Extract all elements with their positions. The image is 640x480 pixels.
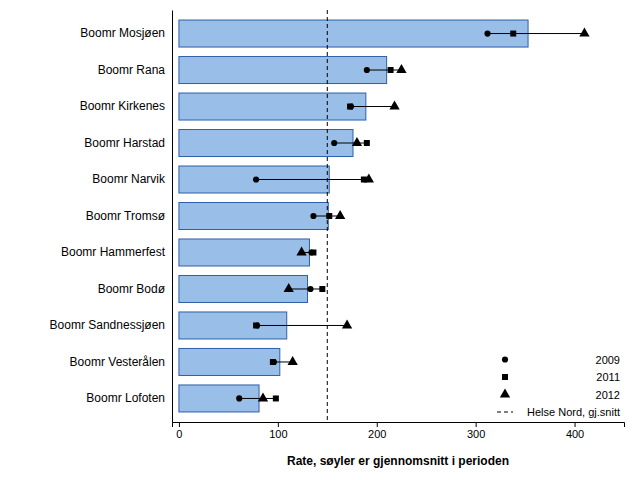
category-label: Boomr Vesterålen [70,355,165,369]
marker [347,104,353,110]
range-line [350,106,395,107]
category-label: Boomr Harstad [84,136,165,150]
y-tick: Boomr Sandnessjøen [50,318,172,332]
x-tick-mark [575,422,576,427]
x-tick: 400 [566,422,584,440]
category-label: Boomr Narvik [92,172,166,186]
bar [179,93,366,120]
range-line [239,398,276,399]
marker [510,31,516,37]
y-tick: Boomr Tromsø [86,209,172,223]
x-tick: 300 [467,422,485,440]
legend-label: 2012 [596,389,620,401]
marker [307,286,313,292]
legend-label: Helse Nord, gj.snitt [527,406,620,418]
x-tick: 100 [269,422,287,440]
marker [389,101,399,110]
legend-marker [502,356,508,362]
bar [179,275,308,302]
legend-marker [502,374,508,380]
x-axis: 0 100 200 300 400 [173,422,625,440]
marker [284,283,294,292]
marker [484,30,490,36]
y-axis: Boomr Mosjøen Boomr Rana Boomr Kirkenes Boo… [50,11,173,423]
x-tick: 200 [368,422,386,440]
x-axis-title: Rate, søyler er gjennomsnitt i perioden [287,454,509,468]
category-label: Boomr Sandnessjøen [50,318,165,332]
bar [179,57,387,84]
x-tick-label: 0 [176,428,182,440]
marker [579,28,589,37]
marker [326,213,332,219]
legend-label: 2011 [596,371,620,383]
category-label: Boomr Hammerfest [61,245,166,259]
marker [396,64,406,73]
x-tick-label: 100 [269,428,287,440]
range-line [289,288,323,289]
marker [271,359,277,365]
range-line [256,325,347,326]
x-tick-label: 300 [467,428,485,440]
x-axis-line [173,423,625,428]
category-label: Boomr Lofoten [86,391,165,405]
bar [179,348,280,375]
y-tick: Boomr Kirkenes [80,99,172,113]
marker [352,137,362,146]
x-tick-label: 400 [566,428,584,440]
marker [342,320,352,329]
y-tick: Boomr Lofoten [86,391,172,405]
marker [310,213,316,219]
x-tick-mark [278,422,279,427]
marker [236,395,242,401]
marker [288,356,298,365]
marker [296,247,306,256]
y-tick: Boomr Rana [98,63,172,77]
marker [270,359,276,365]
x-tick-mark [377,422,378,427]
category-label: Boomr Tromsø [86,209,166,223]
y-tick: Boomr Harstad [84,136,172,150]
marker [364,174,374,183]
range-line [256,179,369,180]
y-tick: Boomr Vesterålen [70,355,172,369]
category-label: Boomr Kirkenes [80,99,165,113]
marker [310,249,316,255]
y-axis-line [172,11,173,423]
bar [179,20,528,47]
range-line [488,33,585,34]
marker [388,67,394,73]
marker [331,140,337,146]
marker [335,210,345,219]
x-tick-mark [179,422,180,427]
marker [258,393,268,402]
range-line [334,143,367,144]
legend-marker [500,389,510,398]
marker [254,322,260,328]
marker [364,140,370,146]
x-tick-label: 200 [368,428,386,440]
legend-line [497,412,513,413]
bar [179,202,328,229]
legend: 2009 2011 2012 Helse Nord, gj.snitt [497,354,620,419]
plot-area [179,10,590,422]
marker [348,103,354,109]
x-tick-mark [476,422,477,427]
marker [319,286,325,292]
legend-label: 2009 [596,354,620,366]
chart: 0100200300400Boomr MosjøenBoomr RanaBoom… [0,0,640,480]
marker [273,395,279,401]
y-tick: Boomr Mosjøen [80,26,172,40]
category-label: Boomr Rana [98,63,166,77]
marker [364,67,370,73]
y-tick: Boomr Narvik [92,172,172,186]
category-label: Boomr Mosjøen [80,26,165,40]
y-tick: Boomr Bodø [98,282,172,296]
marker [253,176,259,182]
category-label: Boomr Bodø [98,282,166,296]
bar [179,239,310,266]
x-tick: 0 [176,422,182,440]
marker [253,322,259,328]
y-tick: Boomr Hammerfest [61,245,172,259]
range-line [367,70,402,71]
